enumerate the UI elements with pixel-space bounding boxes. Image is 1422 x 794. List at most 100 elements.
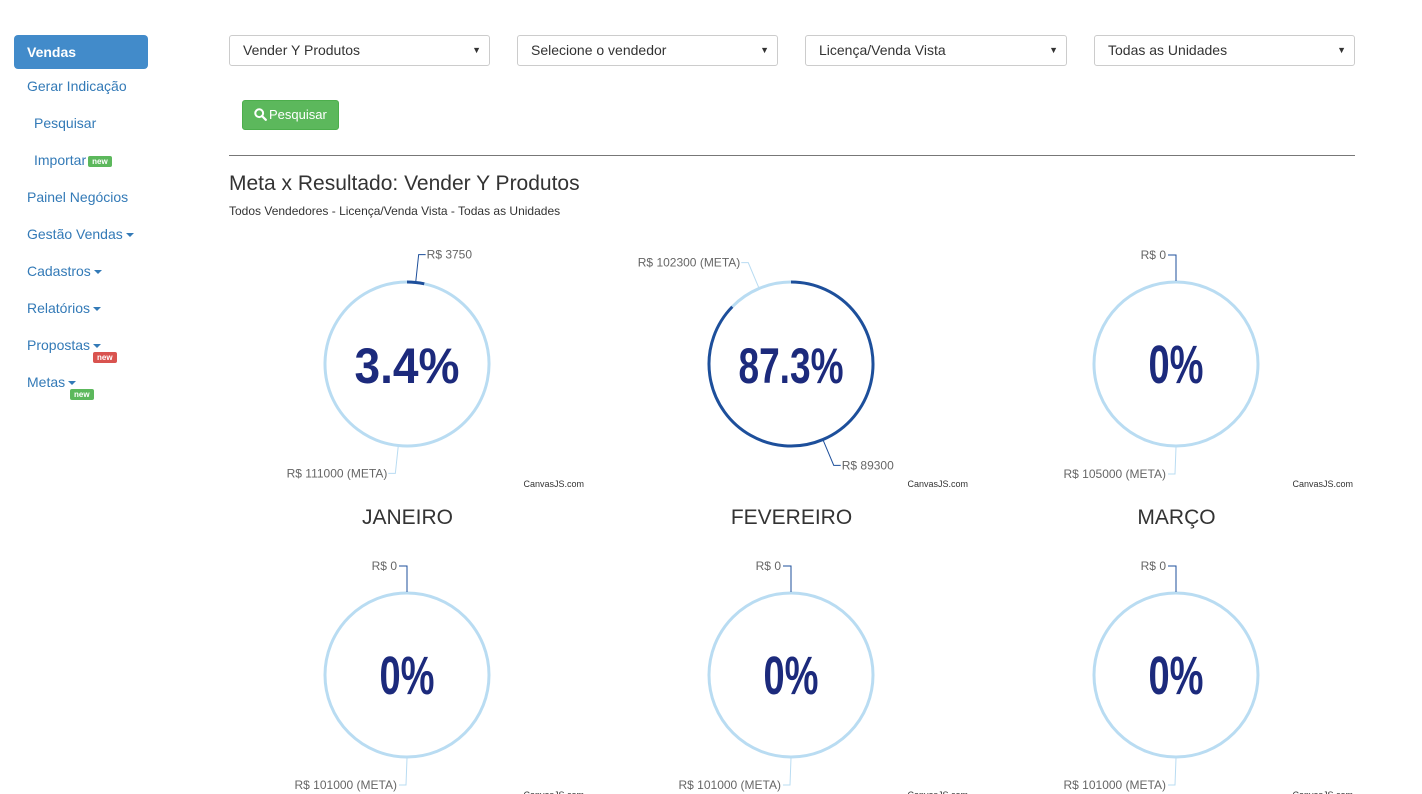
gauge-svg: 0% R$ 0 R$ 101000 (META) CanvasJS.com bbox=[295, 559, 585, 794]
gauge-chart: 87.3% R$ 89300 R$ 102300 (META) CanvasJS.co… bbox=[613, 240, 998, 490]
percent-label: 0% bbox=[764, 646, 819, 706]
sidebar-item-label: Relatórios bbox=[27, 300, 91, 316]
percent-label: 3.4% bbox=[355, 338, 460, 394]
month-label: JANEIRO bbox=[361, 506, 453, 529]
sidebar-item-painel-negocios[interactable]: Painel Negócios bbox=[14, 180, 148, 217]
gauge-svg: 0% R$ 0 R$ 105000 (META) CanvasJS.com bbox=[1064, 248, 1354, 489]
leader-line bbox=[1168, 446, 1177, 475]
result-slice bbox=[406, 280, 425, 286]
sidebar-item-cadastros[interactable]: Cadastros bbox=[14, 254, 148, 291]
result-label: R$ 0 bbox=[372, 559, 398, 573]
seller-select-value: Selecione o vendedor bbox=[531, 42, 667, 58]
product-select[interactable]: Vender Y Produtos ▼ bbox=[229, 35, 490, 66]
leader-line bbox=[783, 565, 792, 592]
sidebar-item-label: Pesquisar bbox=[34, 115, 97, 131]
gauge-svg: 87.3% R$ 89300 R$ 102300 (META) CanvasJS.co… bbox=[638, 256, 968, 489]
caret-down-icon bbox=[93, 270, 102, 275]
sidebar-item-importar[interactable]: Importar new bbox=[14, 143, 148, 180]
sidebar-item-label: Metas bbox=[27, 374, 66, 390]
meta-label: R$ 101000 (META) bbox=[295, 778, 398, 792]
month-label: MARÇO bbox=[1137, 506, 1216, 529]
meta-slice bbox=[323, 280, 491, 448]
meta-label: R$ 101000 (META) bbox=[679, 778, 782, 792]
leader-line bbox=[1168, 254, 1177, 281]
dropdown-arrow-icon: ▼ bbox=[1049, 45, 1058, 55]
caret-down-icon bbox=[93, 307, 102, 312]
dropdown-arrow-icon: ▼ bbox=[472, 45, 481, 55]
chart-credit[interactable]: CanvasJS.com bbox=[523, 790, 584, 794]
search-button-label: Pesquisar bbox=[269, 107, 327, 122]
sidebar-item-gestao-vendas[interactable]: Gestão Vendas bbox=[14, 217, 148, 254]
caret-down-icon bbox=[125, 233, 134, 238]
percent-label: 0% bbox=[1149, 335, 1204, 395]
result-label: R$ 3750 bbox=[427, 248, 473, 262]
gauge-chart: 0% R$ 0 R$ 101000 (META) CanvasJS.com bbox=[613, 551, 998, 794]
meta-label: R$ 101000 (META) bbox=[1064, 778, 1167, 792]
month-label: FEVEREIRO bbox=[730, 506, 853, 529]
sidebar-item-pesquisar[interactable]: Pesquisar bbox=[14, 106, 148, 143]
divider bbox=[229, 155, 1355, 156]
search-button[interactable]: Pesquisar bbox=[242, 100, 339, 130]
new-badge: new bbox=[70, 389, 94, 400]
sidebar-item-label: Cadastros bbox=[27, 263, 91, 279]
leader-line bbox=[783, 757, 792, 786]
chart-credit[interactable]: CanvasJS.com bbox=[523, 479, 584, 489]
chart-credit[interactable]: CanvasJS.com bbox=[907, 479, 968, 489]
result-label: R$ 0 bbox=[1141, 248, 1167, 262]
sale-type-select[interactable]: Licença/Venda Vista ▼ bbox=[805, 35, 1067, 66]
caret-down-icon bbox=[68, 381, 77, 386]
leader-line bbox=[399, 757, 408, 786]
dropdown-arrow-icon: ▼ bbox=[760, 45, 769, 55]
meta-slice bbox=[1092, 591, 1260, 759]
leader-line bbox=[1168, 565, 1177, 592]
result-label: R$ 0 bbox=[1141, 559, 1167, 573]
product-select-value: Vender Y Produtos bbox=[243, 42, 361, 58]
gauge-chart: 0% R$ 0 R$ 101000 (META) CanvasJS.com bbox=[998, 551, 1383, 794]
percent-label: 87.3% bbox=[739, 338, 844, 394]
page-subtitle: Todos Vendedores - Licença/Venda Vista -… bbox=[229, 204, 561, 218]
meta-label: R$ 105000 (META) bbox=[1064, 467, 1167, 481]
percent-label: 0% bbox=[380, 646, 435, 706]
sidebar-item-vendas[interactable]: Vendas bbox=[14, 35, 148, 69]
leader-line bbox=[1168, 757, 1177, 786]
leader-line bbox=[399, 565, 408, 592]
gauge-chart: 0% R$ 0 R$ 101000 (META) CanvasJS.com bbox=[229, 551, 614, 794]
leader-line bbox=[388, 446, 399, 474]
sidebar-item-label: Painel Negócios bbox=[27, 189, 129, 205]
gauge-chart: 3.4% R$ 3750 R$ 111000 (META) CanvasJS.com bbox=[229, 240, 614, 490]
sale-type-select-value: Licença/Venda Vista bbox=[819, 42, 946, 58]
chart-credit[interactable]: CanvasJS.com bbox=[1292, 790, 1353, 794]
sidebar-item-label: Propostas bbox=[27, 337, 91, 353]
result-slice bbox=[707, 280, 875, 448]
sidebar-item-propostas[interactable]: Propostas new bbox=[14, 328, 148, 365]
meta-slice bbox=[323, 591, 491, 759]
search-icon bbox=[254, 108, 267, 121]
meta-slice bbox=[731, 280, 792, 308]
meta-slice bbox=[707, 591, 875, 759]
result-label: R$ 89300 bbox=[842, 458, 894, 472]
caret-down-icon bbox=[93, 344, 102, 349]
gauge-svg: 3.4% R$ 3750 R$ 111000 (META) CanvasJS.com bbox=[287, 248, 584, 489]
sidebar-item-label: Importar bbox=[34, 152, 87, 168]
page-title: Meta x Resultado: Vender Y Produtos bbox=[229, 172, 580, 195]
meta-label: R$ 111000 (META) bbox=[287, 466, 388, 480]
meta-label: R$ 102300 (META) bbox=[638, 256, 741, 270]
chart-credit[interactable]: CanvasJS.com bbox=[907, 790, 968, 794]
meta-slice bbox=[1092, 280, 1260, 448]
new-badge: new bbox=[88, 155, 112, 167]
chart-credit[interactable]: CanvasJS.com bbox=[1292, 479, 1353, 489]
sidebar-item-relatorios[interactable]: Relatórios bbox=[14, 291, 148, 328]
gauge-svg: 0% R$ 0 R$ 101000 (META) CanvasJS.com bbox=[679, 559, 969, 794]
sidebar-item-metas[interactable]: Metas new bbox=[14, 365, 148, 402]
new-badge: new bbox=[93, 352, 117, 363]
unit-select[interactable]: Todas as Unidades ▼ bbox=[1094, 35, 1355, 66]
sidebar-item-gerar-indicacao[interactable]: Gerar Indicação bbox=[14, 69, 148, 106]
gauge-svg: 0% R$ 0 R$ 101000 (META) CanvasJS.com bbox=[1064, 559, 1354, 794]
seller-select[interactable]: Selecione o vendedor ▼ bbox=[517, 35, 778, 66]
leader-line bbox=[741, 262, 760, 288]
leader-line bbox=[415, 254, 426, 282]
sidebar-item-label: Gerar Indicação bbox=[27, 78, 127, 94]
dropdown-arrow-icon: ▼ bbox=[1337, 45, 1346, 55]
leader-line bbox=[822, 440, 841, 466]
sidebar: Vendas Gerar Indicação Pesquisar Importa… bbox=[14, 35, 148, 402]
